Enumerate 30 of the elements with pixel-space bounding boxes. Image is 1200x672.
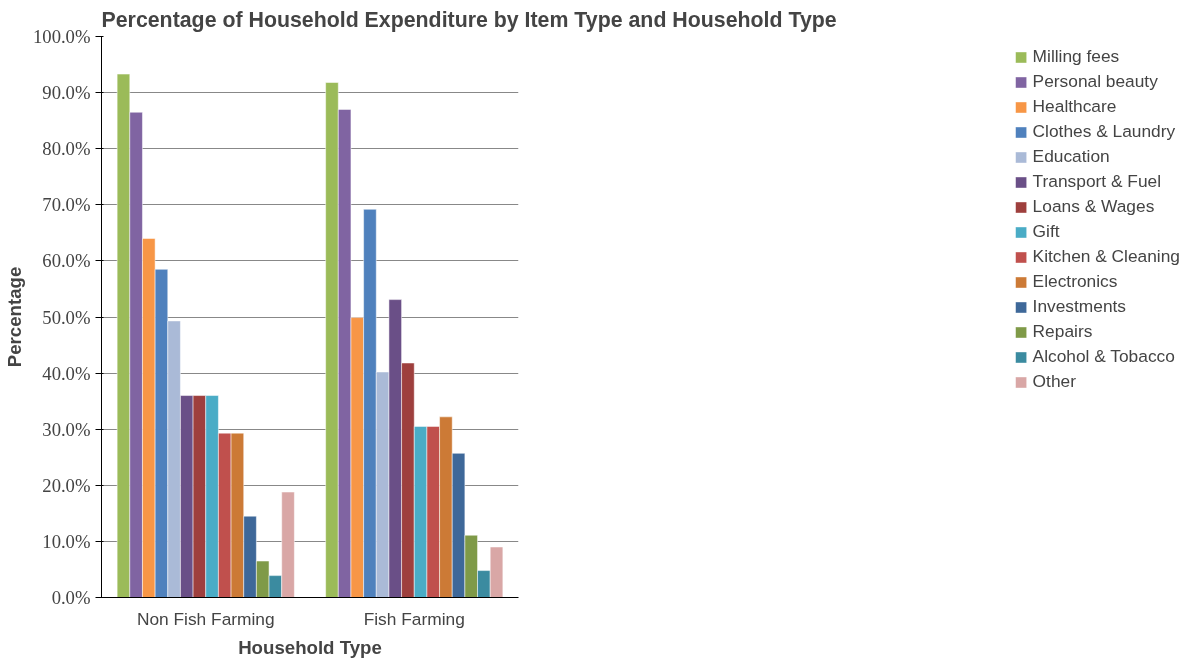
legend-label: Repairs (1032, 321, 1093, 342)
y-tick-label: 10.0% (42, 530, 91, 552)
y-tick-label: 50.0% (42, 306, 91, 328)
y-tick-label: 60.0% (42, 250, 91, 272)
y-tick-label: 80.0% (42, 138, 91, 160)
y-tick-label: 90.0% (42, 82, 91, 104)
legend-label: Kitchen & Cleaning (1032, 246, 1180, 267)
legend-label: Milling fees (1032, 46, 1120, 67)
y-tick-label: 0.0% (51, 587, 91, 608)
legend-label: Education (1032, 146, 1110, 167)
legend-label: Personal beauty (1032, 71, 1158, 92)
legend-label: Electronics (1032, 271, 1118, 292)
y-tick-label: 100.0% (32, 26, 91, 47)
legend-label: Healthcare (1032, 96, 1117, 117)
legend-label: Gift (1032, 221, 1060, 242)
chart-title: Percentage of Household Expenditure by Item Type and Household Type (101, 7, 837, 32)
legend-label: Other (1032, 371, 1076, 392)
y-tick-label: 40.0% (42, 362, 91, 384)
legend-label: Investments (1032, 296, 1127, 317)
legend-label: Alcohol & Tobacco (1032, 346, 1175, 367)
y-axis-title: Percentage (3, 266, 25, 368)
x-axis-title: Household Type (238, 636, 382, 658)
legend-label: Loans & Wages (1032, 196, 1155, 217)
legend-label: Transport & Fuel (1032, 171, 1162, 192)
x-tick-label: Fish Farming (363, 608, 465, 629)
y-tick-label: 70.0% (42, 194, 91, 216)
x-tick-label: Non Fish Farming (136, 608, 275, 629)
y-tick-label: 20.0% (42, 474, 91, 496)
y-tick-label: 30.0% (42, 418, 91, 440)
legend-label: Clothes & Laundry (1032, 121, 1176, 142)
